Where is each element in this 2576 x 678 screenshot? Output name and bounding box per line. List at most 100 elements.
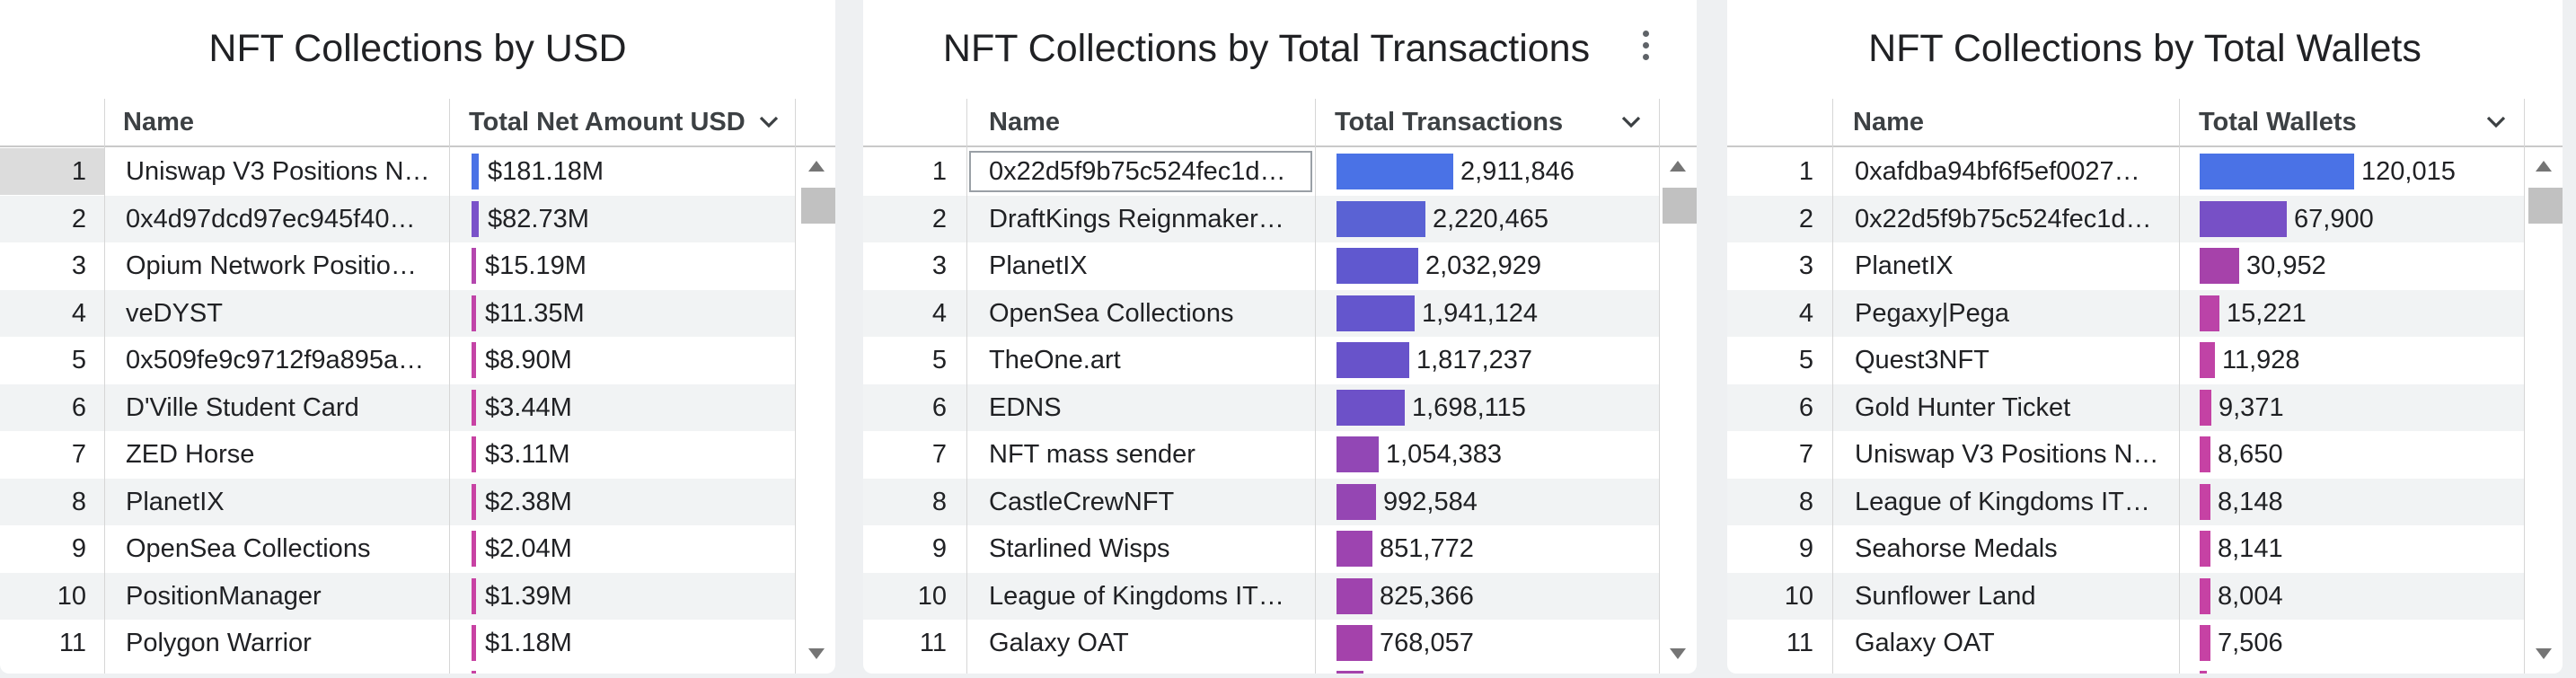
collection-name[interactable]: Opium Network Positio…	[126, 251, 417, 280]
chevron-down-icon[interactable]	[2485, 113, 2507, 131]
column-separator[interactable]	[1315, 99, 1316, 674]
table-row[interactable]: 8 League of Kingdoms IT… 8,148	[1727, 478, 2524, 525]
table-row[interactable]: 9 OpenSea Collections $2.04M	[0, 525, 795, 572]
scroll-down-icon[interactable]	[1670, 648, 1686, 659]
collection-name[interactable]: Seahorse Medals	[1855, 534, 2058, 563]
scroll-thumb[interactable]	[801, 188, 835, 224]
table-row[interactable]: 4 veDYST $11.35M	[0, 289, 795, 337]
collection-name[interactable]: Sunflower Land	[1855, 581, 2036, 611]
collection-name[interactable]: veDYST	[126, 298, 223, 328]
table-row[interactable]: 4 Pegaxy|Pega 15,221	[1727, 289, 2524, 337]
scroll-up-icon[interactable]	[2536, 161, 2552, 172]
scroll-thumb[interactable]	[2528, 188, 2563, 224]
collection-name[interactable]: 0x22d5f9b75c524fec1d…	[1855, 204, 2152, 233]
table-row[interactable]: 5 TheOne.art 1,817,237	[863, 337, 1659, 383]
collection-name[interactable]: CastleCrewNFT	[989, 487, 1175, 516]
chevron-down-icon[interactable]	[758, 113, 780, 131]
column-header-value[interactable]: Total Net Amount USD	[469, 108, 745, 136]
collection-name[interactable]: Polygon Warrior	[126, 629, 312, 657]
collection-name[interactable]: NFT mass sender	[989, 440, 1195, 469]
table-row[interactable]: 7 NFT mass sender 1,054,383	[863, 431, 1659, 478]
value-bar	[2200, 154, 2354, 189]
table-row[interactable]: 2 0x22d5f9b75c524fec1d… 67,900	[1727, 195, 2524, 242]
scrollbar[interactable]	[799, 148, 835, 674]
table-row[interactable]: 6 EDNS 1,698,115	[863, 383, 1659, 431]
table-row[interactable]: 2 DraftKings Reignmaker… 2,220,465	[863, 195, 1659, 242]
scroll-down-icon[interactable]	[2536, 648, 2552, 659]
value-bar	[1337, 531, 1372, 567]
collection-name[interactable]: TheOne.art	[989, 346, 1121, 374]
column-header-name[interactable]: Name	[989, 108, 1060, 136]
column-header-name[interactable]: Name	[123, 108, 194, 136]
collection-name[interactable]: 0x509fe9c9712f9a895a…	[126, 346, 425, 374]
table-row[interactable]: 10 League of Kingdoms IT… 825,366	[863, 572, 1659, 620]
column-separator[interactable]	[1659, 99, 1660, 674]
collection-name[interactable]: 0x22d5f9b75c524fec1d…	[989, 157, 1286, 186]
collection-name[interactable]: League of Kingdoms IT…	[989, 581, 1284, 611]
table-row[interactable]: 6 Gold Hunter Ticket 9,371	[1727, 383, 2524, 431]
table-row[interactable]: 7 ZED Horse $3.11M	[0, 431, 795, 478]
table-row[interactable]: 10 Sunflower Land 8,004	[1727, 572, 2524, 620]
collection-name[interactable]: PositionManager	[126, 581, 322, 611]
collection-name[interactable]: Starlined Wisps	[989, 534, 1170, 563]
collection-name[interactable]: 0x4d97dcd97ec945f40…	[126, 204, 416, 233]
table-row[interactable]: 5 0x509fe9c9712f9a895a… $8.90M	[0, 337, 795, 383]
column-header-value[interactable]: Total Transactions	[1335, 108, 1564, 136]
table-row[interactable]: 10 PositionManager $1.39M	[0, 572, 795, 620]
table-row[interactable]: 5 Quest3NFT 11,928	[1727, 337, 2524, 383]
scroll-down-icon[interactable]	[808, 648, 825, 659]
scroll-up-icon[interactable]	[808, 161, 825, 172]
collection-name[interactable]: OpenSea Collections	[989, 298, 1234, 328]
column-separator[interactable]	[795, 99, 796, 674]
table-row[interactable]: 1 0xafdba94bf6f5ef0027… 120,015	[1727, 148, 2524, 195]
collection-name[interactable]: EDNS	[989, 392, 1062, 422]
collection-name[interactable]: Galaxy OAT	[989, 629, 1129, 657]
table-row[interactable]: 6 D'Ville Student Card $3.44M	[0, 383, 795, 431]
table-row[interactable]: 11 Galaxy OAT 7,506	[1727, 620, 2524, 666]
collection-name[interactable]: Galaxy OAT	[1855, 629, 1995, 657]
collection-name[interactable]: DraftKings Reignmaker…	[989, 204, 1284, 233]
chevron-down-icon[interactable]	[1620, 113, 1642, 131]
collection-name[interactable]: Gold Hunter Ticket	[1855, 392, 2071, 422]
collection-name[interactable]: PlanetIX	[1855, 251, 1954, 280]
table-row[interactable]: 3 PlanetIX 30,952	[1727, 242, 2524, 289]
table-row[interactable]: 8 PlanetIX $2.38M	[0, 478, 795, 525]
table-row[interactable]: 9 Starlined Wisps 851,772	[863, 525, 1659, 572]
table-row[interactable]: 11 Galaxy OAT 768,057	[863, 620, 1659, 666]
table-row[interactable]: 7 Uniswap V3 Positions N… 8,650	[1727, 431, 2524, 478]
column-separator[interactable]	[104, 99, 105, 674]
scroll-up-icon[interactable]	[1670, 161, 1686, 172]
collection-name[interactable]: Pegaxy|Pega	[1855, 298, 2009, 328]
table-row[interactable]: 3 Opium Network Positio… $15.19M	[0, 242, 795, 289]
table-row[interactable]: 9 Seahorse Medals 8,141	[1727, 525, 2524, 572]
scrollbar[interactable]	[1661, 148, 1697, 674]
row-index: 10	[917, 581, 947, 611]
collection-name[interactable]: League of Kingdoms IT…	[1855, 487, 2150, 516]
table-row[interactable]: 4 OpenSea Collections 1,941,124	[863, 289, 1659, 337]
scroll-thumb[interactable]	[1663, 188, 1697, 224]
collection-name[interactable]: PlanetIX	[989, 251, 1088, 280]
column-separator[interactable]	[1832, 99, 1833, 674]
collection-name[interactable]: D'Ville Student Card	[126, 392, 359, 422]
table-row[interactable]: 1 0x22d5f9b75c524fec1d… 2,911,846	[863, 148, 1659, 195]
column-header-value[interactable]: Total Wallets	[2199, 108, 2357, 136]
collection-name[interactable]: Uniswap V3 Positions N…	[126, 157, 430, 186]
column-separator[interactable]	[2179, 99, 2180, 674]
table-row[interactable]: 8 CastleCrewNFT 992,584	[863, 478, 1659, 525]
table-row[interactable]: 2 0x4d97dcd97ec945f40… $82.73M	[0, 195, 795, 242]
collection-name[interactable]: ZED Horse	[126, 440, 255, 469]
collection-name[interactable]: Uniswap V3 Positions N…	[1855, 440, 2159, 469]
table-row[interactable]: 11 Polygon Warrior $1.18M	[0, 620, 795, 666]
collection-name[interactable]: Quest3NFT	[1855, 346, 1989, 374]
more-options-icon[interactable]	[1641, 31, 1650, 66]
collection-name[interactable]: OpenSea Collections	[126, 534, 371, 563]
table-row[interactable]: 3 PlanetIX 2,032,929	[863, 242, 1659, 289]
column-header-name[interactable]: Name	[1853, 108, 1924, 136]
column-separator[interactable]	[966, 99, 967, 674]
table-row[interactable]: 1 Uniswap V3 Positions N… $181.18M	[0, 148, 795, 195]
collection-name[interactable]: PlanetIX	[126, 487, 225, 516]
column-separator[interactable]	[2524, 99, 2525, 674]
collection-name[interactable]: 0xafdba94bf6f5ef0027…	[1855, 157, 2140, 186]
scrollbar[interactable]	[2527, 148, 2563, 674]
column-separator[interactable]	[449, 99, 450, 674]
